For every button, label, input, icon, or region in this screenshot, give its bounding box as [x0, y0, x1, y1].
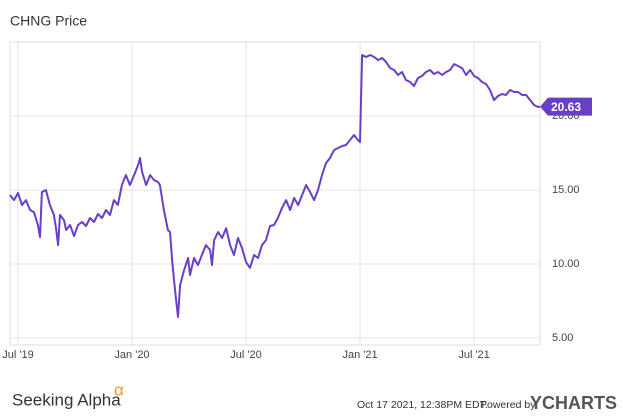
brand: Seeking Alpha: [12, 390, 121, 409]
y-tick-label: 5.00: [552, 332, 573, 344]
x-tick-label: Jul '19: [2, 349, 33, 361]
value-label: 20.63: [551, 100, 581, 114]
marks: [9, 54, 541, 318]
x-tick-label: Jan '20: [114, 349, 149, 361]
brand-mark: α: [114, 380, 124, 399]
chart-title: CHNG Price: [10, 13, 87, 29]
powered-by: Powered by: [480, 399, 536, 411]
plot-frame: [9, 41, 541, 346]
timestamp: Oct 17 2021, 12:38PM EDT.: [357, 399, 488, 411]
value-label-box: [540, 97, 592, 116]
y-tick-label: 15.00: [552, 184, 580, 196]
provider: YCHARTS: [530, 393, 617, 413]
y-tick-label: 10.00: [552, 258, 580, 270]
x-tick-label: Jul '20: [230, 349, 261, 361]
grid: [10, 42, 540, 345]
x-tick-label: Jul '21: [458, 349, 489, 361]
x-tick-label: Jan '21: [342, 349, 377, 361]
price-line: [9, 54, 541, 318]
